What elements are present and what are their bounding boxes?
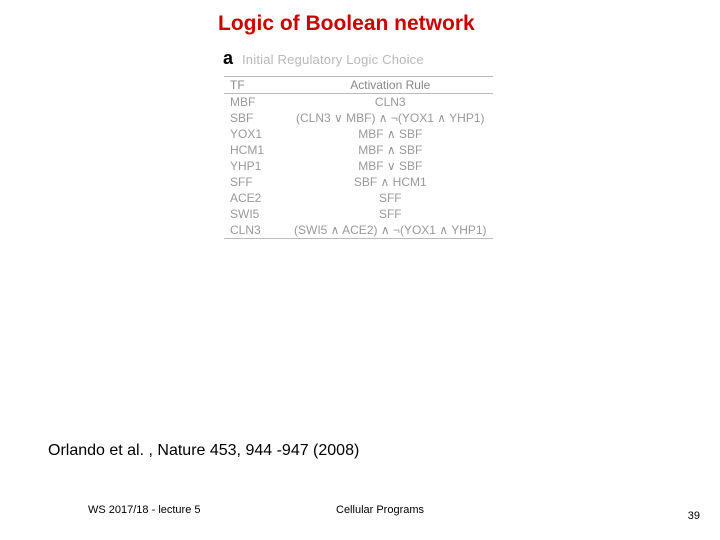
cell-tf: MBF	[224, 94, 288, 111]
cell-rule: MBF ∧ SBF	[288, 126, 493, 142]
panel-label: a	[223, 48, 233, 69]
cell-tf: ACE2	[224, 190, 288, 206]
cell-tf: HCM1	[224, 142, 288, 158]
logic-table: TF Activation Rule MBF CLN3 SBF (CLN3 ∨ …	[224, 76, 493, 239]
cell-rule: CLN3	[288, 94, 493, 111]
slide-title: Logic of Boolean network	[218, 12, 475, 36]
cell-tf: SBF	[224, 110, 288, 126]
cell-rule: (CLN3 ∨ MBF) ∧ ¬(YOX1 ∧ YHP1)	[288, 110, 493, 126]
table-row: ACE2 SFF	[224, 190, 493, 206]
cell-rule: SFF	[288, 206, 493, 222]
citation: Orlando et al. , Nature 453, 944 -947 (2…	[48, 442, 359, 460]
table-row: YOX1 MBF ∧ SBF	[224, 126, 493, 142]
cell-rule: MBF ∨ SBF	[288, 158, 493, 174]
panel-subtitle: Initial Regulatory Logic Choice	[242, 52, 424, 67]
table-row: CLN3 (SWI5 ∧ ACE2) ∧ ¬(YOX1 ∧ YHP1)	[224, 222, 493, 239]
cell-tf: SWI5	[224, 206, 288, 222]
col-header-rule: Activation Rule	[288, 77, 493, 94]
cell-rule: SBF ∧ HCM1	[288, 174, 493, 190]
table-row: SFF SBF ∧ HCM1	[224, 174, 493, 190]
page-number: 39	[688, 510, 700, 522]
cell-tf: CLN3	[224, 222, 288, 239]
footer-left: WS 2017/18 - lecture 5	[88, 504, 201, 516]
footer-center: Cellular Programs	[336, 504, 424, 516]
cell-rule: MBF ∧ SBF	[288, 142, 493, 158]
cell-tf: SFF	[224, 174, 288, 190]
table-row: SWI5 SFF	[224, 206, 493, 222]
table-row: YHP1 MBF ∨ SBF	[224, 158, 493, 174]
cell-rule: SFF	[288, 190, 493, 206]
cell-tf: YHP1	[224, 158, 288, 174]
table-row: MBF CLN3	[224, 94, 493, 111]
table-row: SBF (CLN3 ∨ MBF) ∧ ¬(YOX1 ∧ YHP1)	[224, 110, 493, 126]
cell-tf: YOX1	[224, 126, 288, 142]
col-header-tf: TF	[224, 77, 288, 94]
table-row: HCM1 MBF ∧ SBF	[224, 142, 493, 158]
cell-rule: (SWI5 ∧ ACE2) ∧ ¬(YOX1 ∧ YHP1)	[288, 222, 493, 239]
table-header-row: TF Activation Rule	[224, 77, 493, 94]
